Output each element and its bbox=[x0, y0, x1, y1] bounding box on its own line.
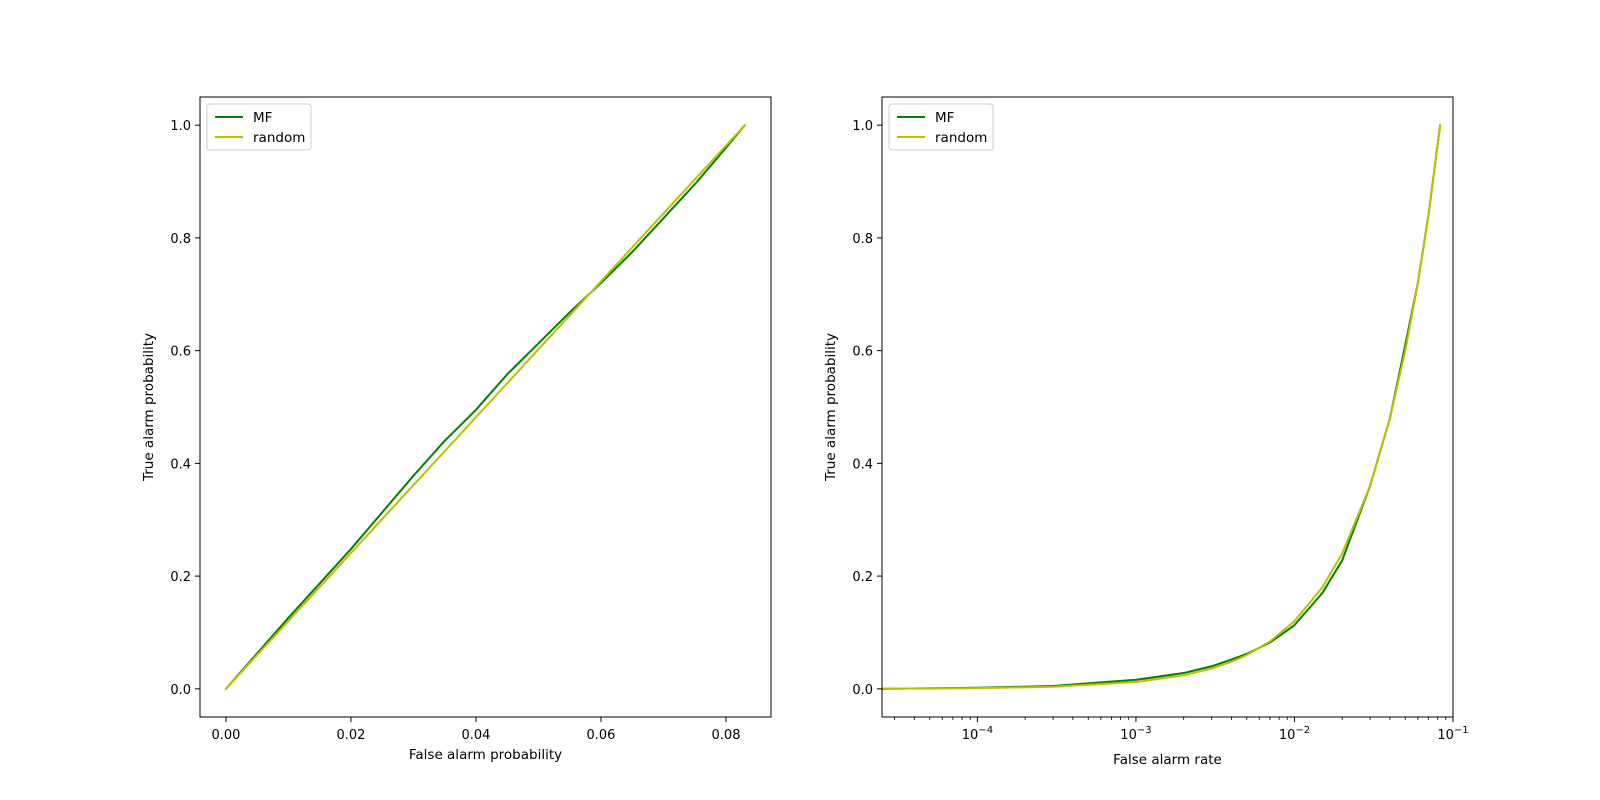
y-tick-label: 0.4 bbox=[170, 457, 191, 472]
y-tick-label: 0.6 bbox=[170, 345, 191, 360]
y-tick-label: 0.0 bbox=[170, 683, 191, 698]
y-tick-label: 0.0 bbox=[852, 683, 873, 698]
x-tick-label: 10−4 bbox=[962, 725, 993, 743]
x-tick-label: 10−1 bbox=[1437, 725, 1468, 743]
x-tick-label: 0.08 bbox=[712, 728, 741, 743]
y-axis-label: True alarm probability bbox=[823, 333, 839, 482]
y-tick-label: 0.4 bbox=[852, 457, 873, 472]
x-axis-label: False alarm rate bbox=[1113, 752, 1222, 768]
legend: MF random bbox=[888, 103, 994, 151]
legend-label-mf: MF bbox=[253, 110, 272, 126]
x-tick-label: 0.06 bbox=[587, 728, 616, 743]
y-tick-label: 0.2 bbox=[852, 570, 873, 585]
plot-frame bbox=[199, 96, 772, 718]
y-tick-label: 0.6 bbox=[852, 345, 873, 360]
legend: MF random bbox=[206, 103, 312, 151]
plot-frame bbox=[881, 96, 1454, 718]
x-tick-label: 10−3 bbox=[1120, 725, 1151, 743]
legend-box bbox=[888, 103, 994, 151]
y-tick-label: 0.8 bbox=[170, 232, 191, 247]
legend-label-random: random bbox=[935, 130, 987, 146]
x-tick-label: 0.00 bbox=[211, 728, 240, 743]
chart-panel-2: 10−4 10−3 10−2 10−1 0.0 0.2 0.4 0.6 0.8 1.0 False … bbox=[823, 96, 1469, 768]
x-axis-label: False alarm probability bbox=[409, 747, 562, 763]
legend-label-mf: MF bbox=[935, 110, 954, 126]
y-axis-label: True alarm probability bbox=[141, 333, 157, 482]
legend-box bbox=[206, 103, 312, 151]
series-line-random bbox=[224, 124, 746, 690]
y-tick-label: 0.2 bbox=[170, 570, 191, 585]
x-tick-label: 0.02 bbox=[336, 728, 365, 743]
y-tick-label: 0.8 bbox=[852, 232, 873, 247]
chart-panel-1: 0.00 0.02 0.04 0.06 0.08 0.0 0.2 0.4 0.6 0.8 1.0 Fa… bbox=[141, 96, 772, 763]
y-tick-label: 1.0 bbox=[852, 119, 873, 134]
series-line-random bbox=[881, 124, 1442, 690]
x-tick-label: 10−2 bbox=[1279, 725, 1310, 743]
plot-area bbox=[882, 97, 1453, 717]
x-tick-label: 0.04 bbox=[461, 728, 490, 743]
legend-label-random: random bbox=[253, 130, 305, 146]
y-tick-label: 1.0 bbox=[170, 119, 191, 134]
series-line-mf bbox=[224, 124, 746, 690]
